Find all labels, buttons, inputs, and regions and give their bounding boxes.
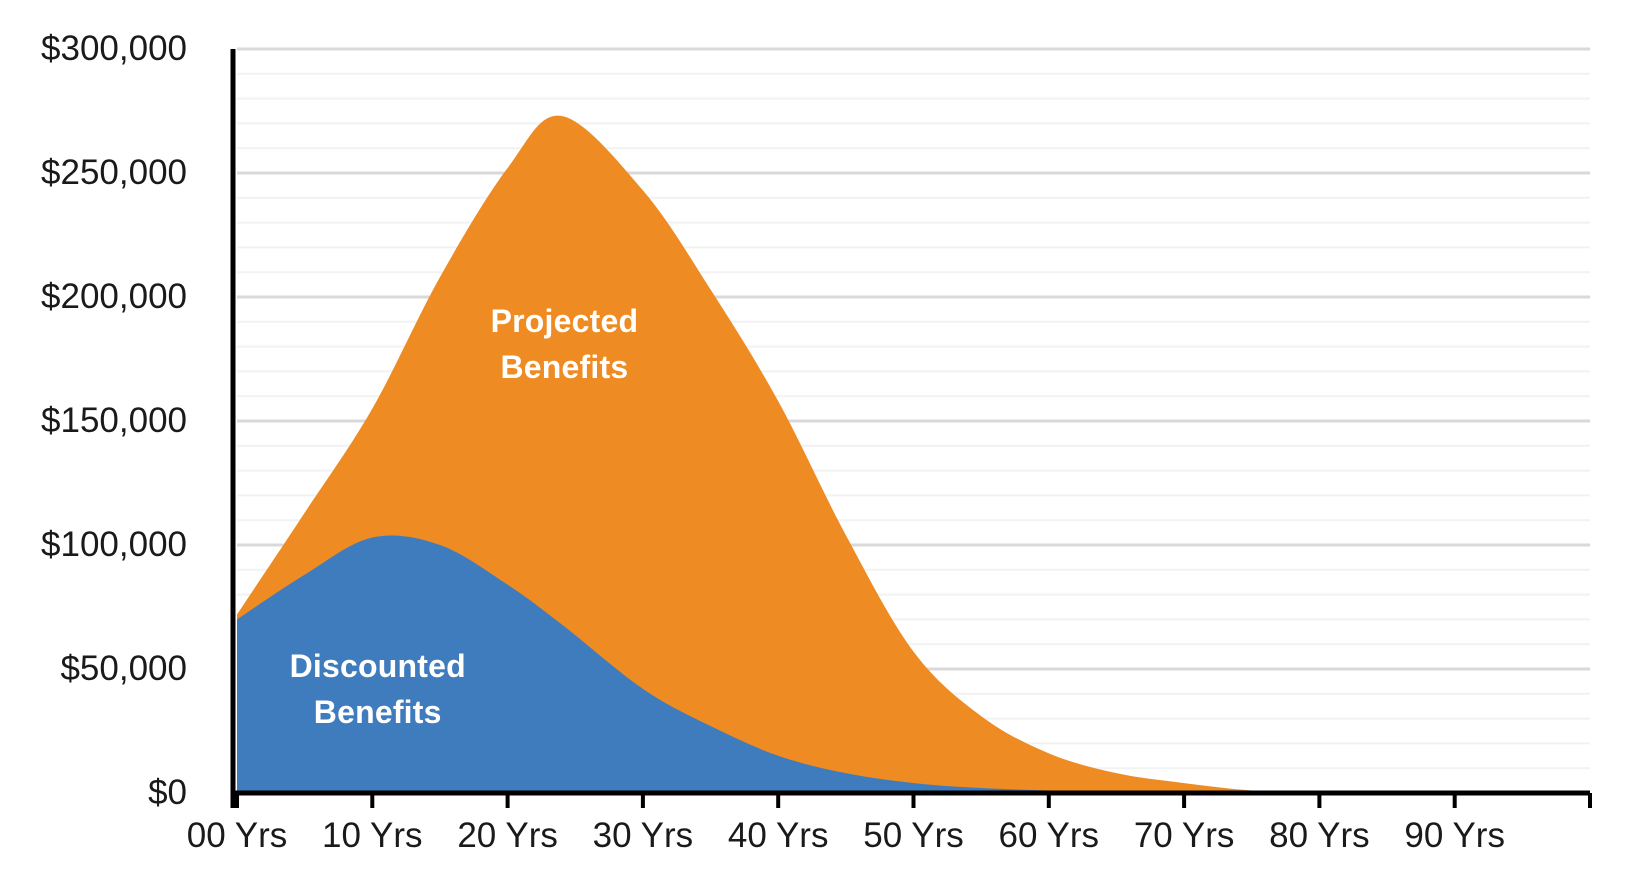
x-axis-tick	[1588, 793, 1592, 808]
y-tick-label: $200,000	[41, 277, 187, 316]
x-axis-tick	[1317, 793, 1322, 808]
x-tick-label: 00 Yrs	[186, 816, 288, 855]
x-axis-tick	[1452, 793, 1457, 808]
x-tick-label: 80 Yrs	[1269, 816, 1370, 855]
x-tick-label: 90 Yrs	[1404, 816, 1505, 855]
discounted-benefits-area	[237, 535, 1455, 793]
x-tick-label: 60 Yrs	[998, 816, 1100, 855]
y-tick-label: $0	[148, 773, 187, 812]
discounted-benefits-label: Discounted Benefits	[289, 647, 466, 730]
axes	[230, 49, 1592, 808]
x-tick-label: 40 Yrs	[727, 816, 829, 855]
x-axis-tick	[1182, 793, 1187, 808]
projected-benefits-label: Projected Benefits	[490, 303, 639, 386]
y-tick-label: $100,000	[41, 525, 187, 564]
x-axis-line	[230, 790, 1590, 796]
series-areas	[237, 115, 1455, 794]
x-axis-tick	[235, 793, 239, 808]
y-axis-line	[230, 49, 236, 808]
y-tick-label: $250,000	[41, 153, 187, 192]
x-tick-label: 70 Yrs	[1133, 816, 1235, 855]
x-axis-tick	[370, 793, 375, 808]
x-tick-label: 30 Yrs	[592, 816, 694, 855]
x-tick-label: 20 Yrs	[457, 816, 558, 855]
y-tick-label: $150,000	[41, 401, 187, 440]
x-axis-tick	[1046, 793, 1051, 808]
y-tick-label: $50,000	[60, 649, 187, 688]
x-tick-label: 10 Yrs	[322, 816, 423, 855]
y-tick-label: $300,000	[41, 29, 187, 68]
x-axis-tick	[640, 793, 645, 808]
x-axis-tick	[776, 793, 781, 808]
x-axis-tick	[911, 793, 916, 808]
x-tick-label: 50 Yrs	[863, 816, 964, 855]
x-axis-tick	[505, 793, 510, 808]
